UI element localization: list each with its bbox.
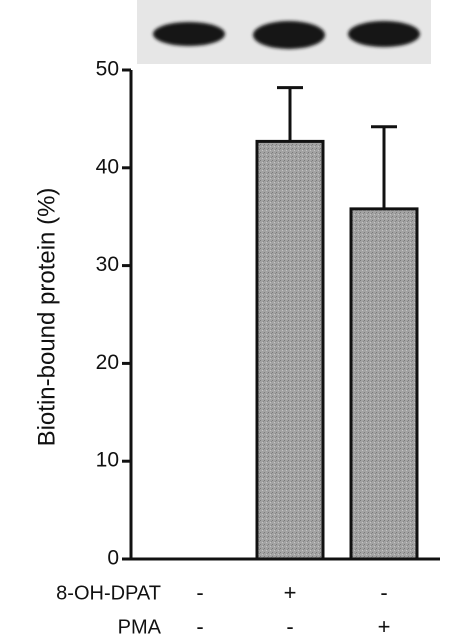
y-tick-label: 20 xyxy=(96,351,119,374)
y-tick-label: 10 xyxy=(96,449,119,472)
condition-label: 8-OH-DPAT xyxy=(56,582,161,604)
condition-label: PMA xyxy=(118,616,162,638)
condition-sign: - xyxy=(196,614,203,639)
condition-sign: + xyxy=(378,614,391,639)
y-tick-label: 40 xyxy=(96,155,119,178)
y-tick-label: 50 xyxy=(96,58,119,81)
y-axis-title: Biotin-bound protein (%) xyxy=(33,188,60,447)
bars-group xyxy=(255,86,419,561)
condition-sign: - xyxy=(196,580,203,605)
condition-sign: + xyxy=(284,580,297,605)
blot-band-lane-1 xyxy=(153,22,225,46)
y-tick-label: 30 xyxy=(96,253,119,276)
bar-pma xyxy=(349,207,419,561)
y-axis-ticks: 0 10 20 30 40 50 xyxy=(96,58,131,570)
blot-band-lane-2 xyxy=(253,21,325,49)
condition-sign: - xyxy=(380,580,387,605)
condition-sign: - xyxy=(286,614,293,639)
bar-8-oh-dpat xyxy=(255,139,325,561)
western-blot-panel xyxy=(137,0,431,64)
blot-band-lane-3 xyxy=(348,21,420,47)
y-tick-label: 0 xyxy=(107,547,119,570)
condition-table: 8-OH-DPAT - + - PMA - - + xyxy=(56,580,390,639)
